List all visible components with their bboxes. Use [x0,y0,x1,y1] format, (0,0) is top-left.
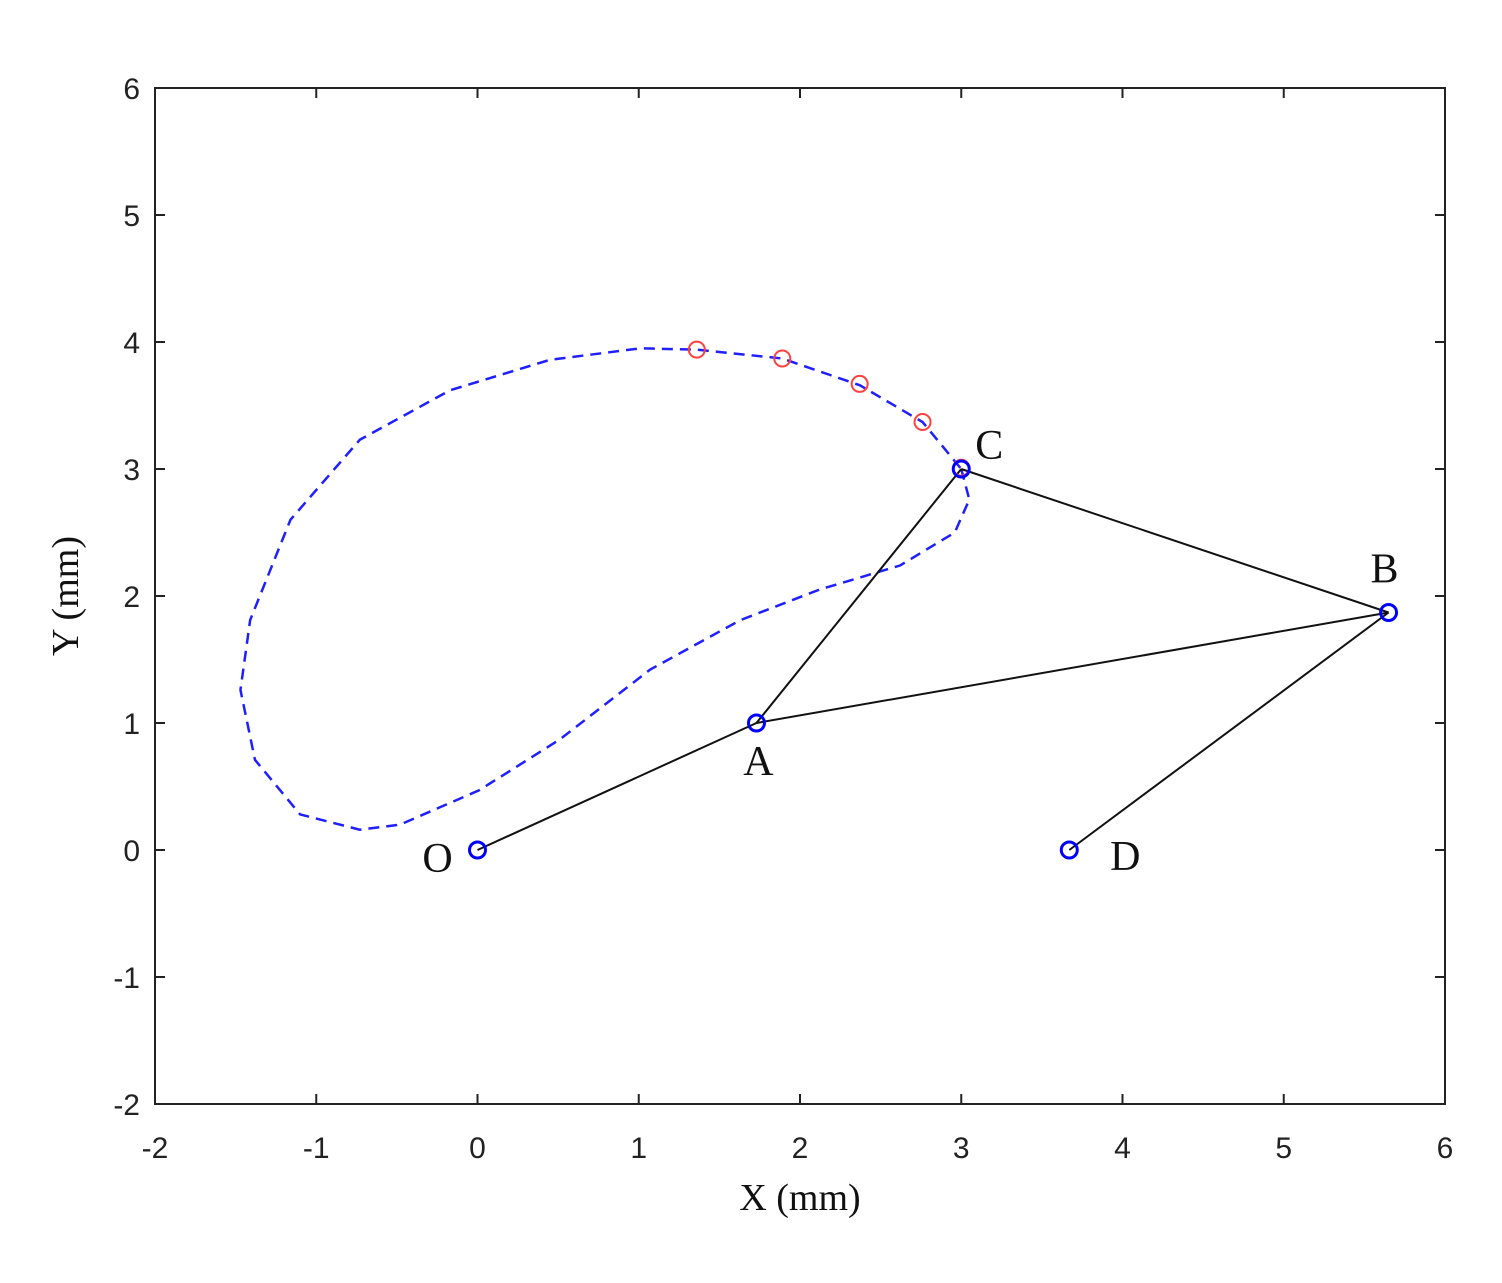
x-tick-label: 2 [792,1132,809,1165]
coupler-curve [239,347,971,831]
y-tick-label: -1 [113,962,140,995]
y-axis-label: Y (mm) [45,536,87,656]
y-tick-label: 4 [123,327,140,360]
x-tick-label: 5 [1275,1132,1292,1165]
highlight-point [773,349,792,368]
y-tick-label: 2 [123,581,140,614]
joint [951,459,971,479]
y-tick-label: 3 [123,454,140,487]
link [1068,611,1390,851]
joint-label: A [743,739,774,785]
joint [1379,603,1399,623]
y-tick-label: 1 [123,708,140,741]
y-tick-label: 0 [123,835,140,868]
x-tick-label: 3 [953,1132,970,1165]
highlight-point [850,374,869,393]
link [477,722,757,851]
joint [468,840,487,860]
joint [746,713,766,733]
x-tick-label: -1 [303,1132,330,1165]
x-tick-label: 0 [469,1132,486,1165]
y-tick-label: -2 [113,1089,140,1122]
x-tick-label: 4 [1114,1132,1131,1165]
joint-label: C [975,423,1003,469]
joint [1059,840,1079,860]
highlight-point [687,340,706,359]
y-tick-label: 5 [123,200,140,233]
x-tick-label: 1 [630,1132,647,1165]
link [756,611,1389,724]
joint-label: O [422,836,452,882]
link [755,468,963,724]
highlight-point [913,413,932,432]
joint-label: B [1371,547,1399,593]
x-tick-label: -2 [142,1132,169,1165]
y-tick-label: 6 [123,73,140,106]
link [960,468,1389,614]
joint-label: D [1110,834,1140,880]
x-tick-label: 6 [1437,1132,1454,1165]
x-axis-label: X (mm) [739,1177,860,1219]
